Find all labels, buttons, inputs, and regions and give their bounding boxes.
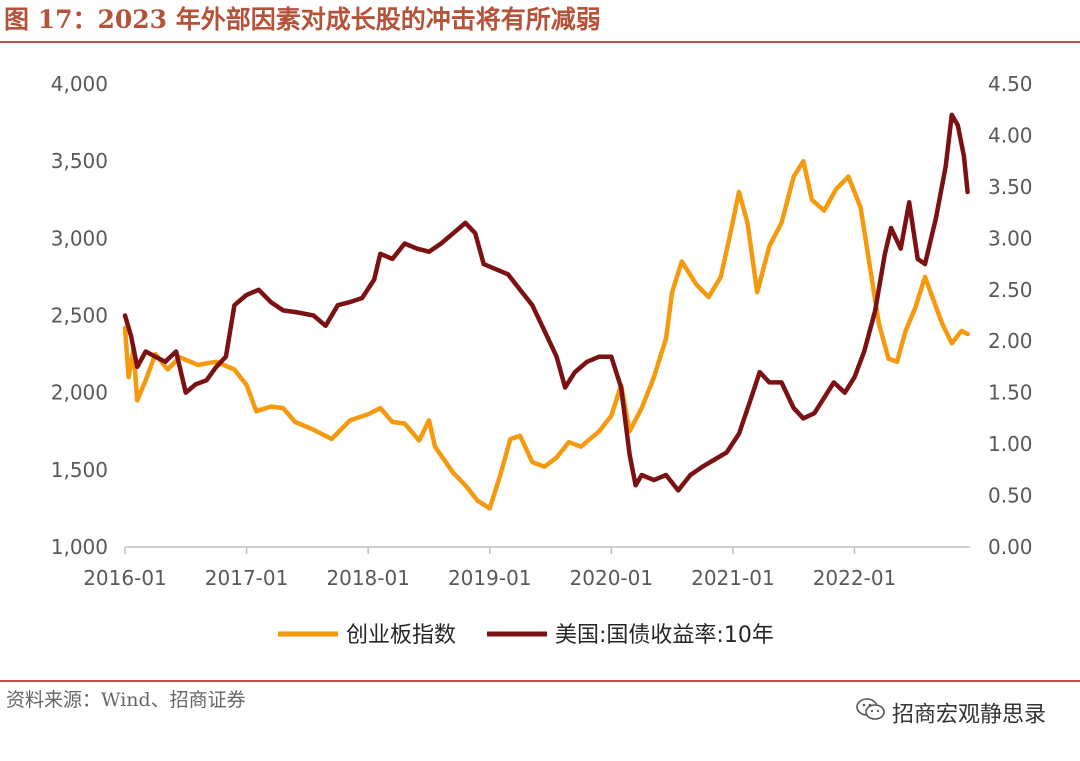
y-left-tick-label: 2,000 [51, 381, 108, 405]
y-right-tick-label: 3.00 [988, 226, 1033, 250]
y-right-tick-label: 4.50 [988, 72, 1033, 96]
y-left-tick-label: 3,500 [51, 149, 108, 173]
x-tick-label: 2022-01 [813, 566, 897, 590]
y-right-tick-label: 1.50 [988, 381, 1033, 405]
y-left-tick-label: 4,000 [51, 72, 108, 96]
legend-label: 创业板指数 [346, 623, 456, 648]
watermark-text: 招商宏观静思录 [891, 702, 1046, 728]
wechat-icon [856, 697, 886, 734]
y-left-tick-label: 1,500 [51, 458, 108, 482]
chart-series [122, 112, 970, 511]
x-tick-label: 2019-01 [448, 566, 532, 590]
y-left-tick-label: 3,000 [51, 226, 108, 250]
series-line-chinext [122, 158, 970, 511]
y-right-tick-label: 2.50 [988, 278, 1033, 302]
y-right-tick-label: 0.50 [988, 484, 1033, 508]
x-tick-label: 2016-01 [83, 566, 167, 590]
y-left-tick-label: 2,500 [51, 304, 108, 328]
x-tick-label: 2017-01 [205, 566, 289, 590]
figure-title: 图 17：2023 年外部因素对成长股的冲击将有所减弱 [4, 5, 601, 34]
source-rule [0, 680, 1080, 682]
y-right-tick-label: 3.50 [988, 175, 1033, 199]
y-right-tick-label: 0.00 [988, 535, 1033, 559]
y-right-tick-label: 4.00 [988, 123, 1033, 147]
watermark: 招商宏观静思录 [856, 697, 1046, 731]
x-tick-label: 2021-01 [691, 566, 775, 590]
legend-label: 美国:国债收益率:10年 [555, 623, 774, 648]
y-right-tick-label: 2.00 [988, 329, 1033, 353]
x-tick-label: 2020-01 [570, 566, 654, 590]
series-line-ust10y [122, 112, 970, 493]
y-right-tick-label: 1.00 [988, 432, 1033, 456]
source-note: 资料来源：Wind、招商证券 [6, 689, 246, 711]
chart-legend: 创业板指数 美国:国债收益率:10年 [278, 623, 774, 648]
y-left-tick-label: 1,000 [51, 535, 108, 559]
x-tick-label: 2018-01 [326, 566, 410, 590]
title-rule [0, 41, 1080, 43]
chart-axes: 2016-01 2017-01 2018-01 2019-01 2020-01 2021-… [51, 72, 1033, 590]
line-chart: 2016-01 2017-01 2018-01 2019-01 2020-01 2021-… [51, 72, 1033, 648]
